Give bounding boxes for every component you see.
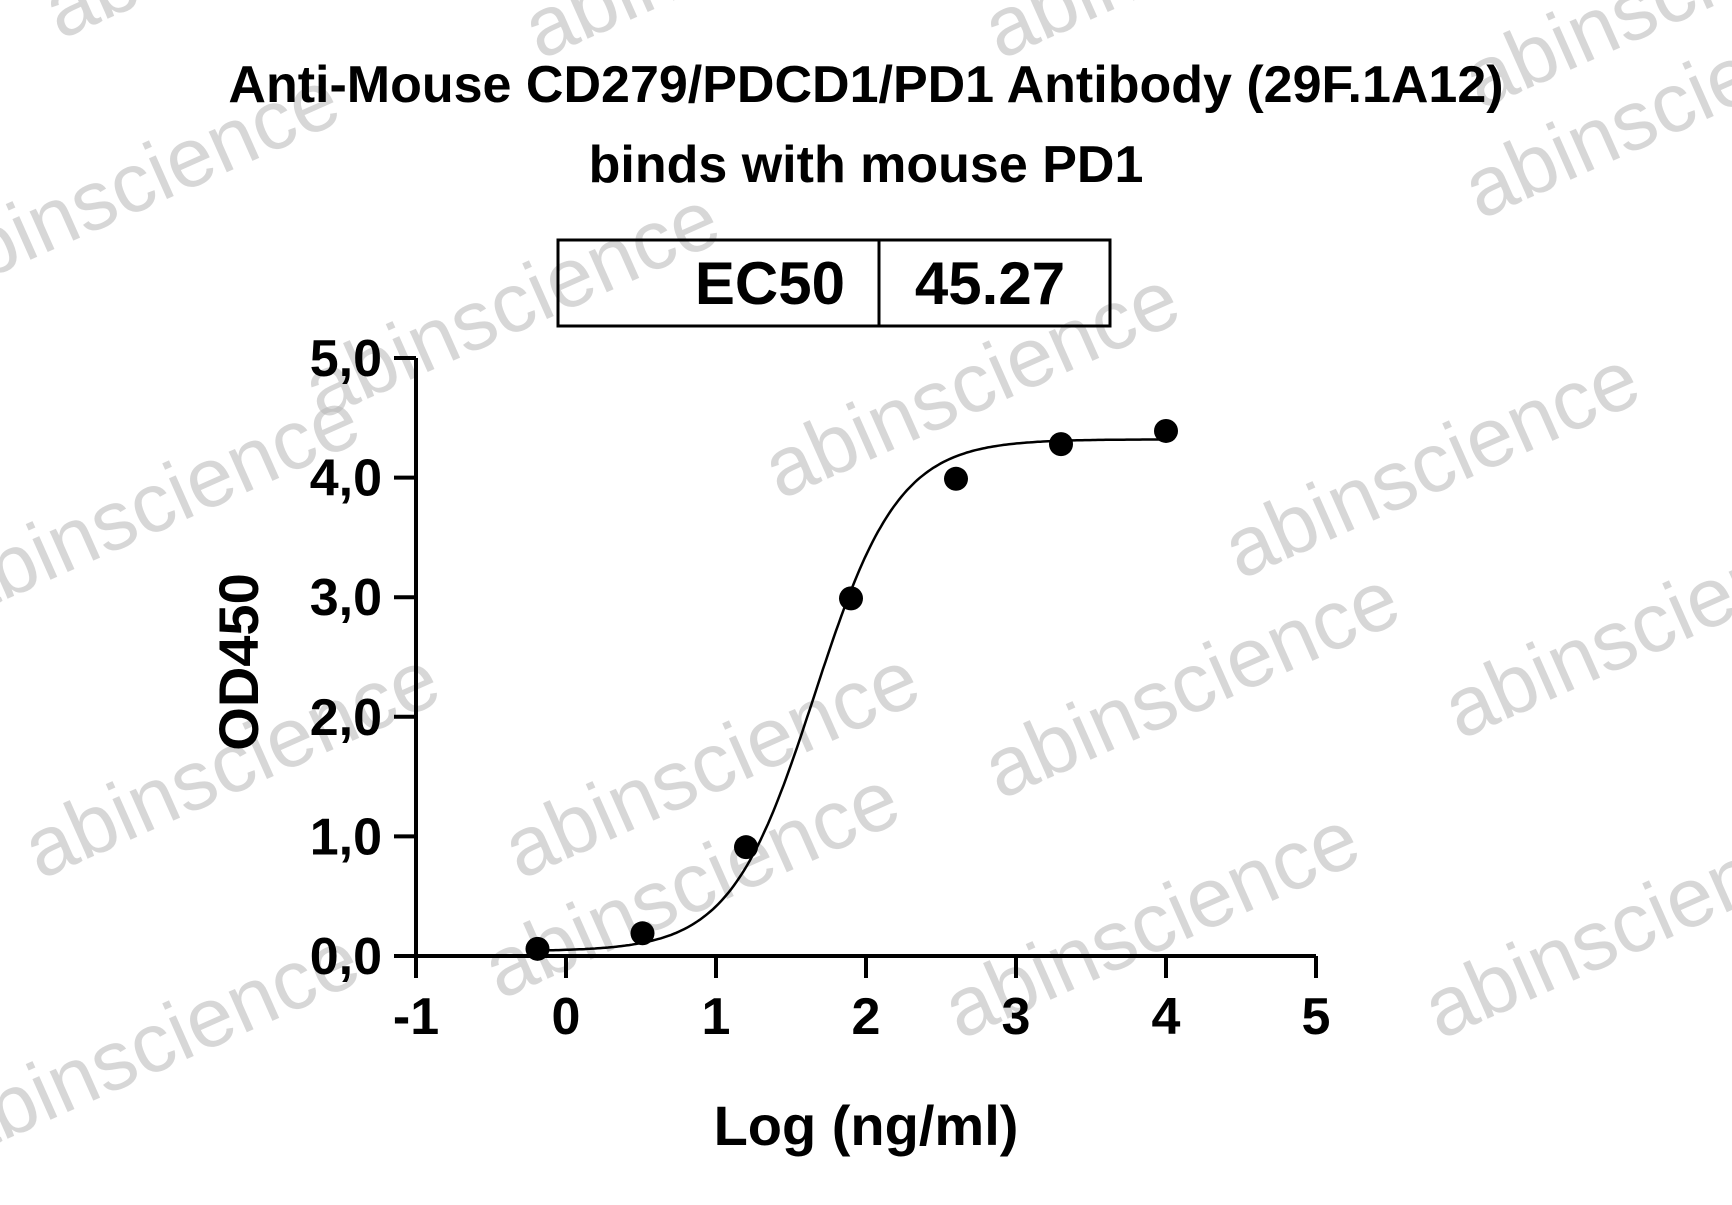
data-point: [839, 586, 863, 611]
y-tick-label: 3,0: [310, 569, 382, 627]
x-tick-label: 3: [1002, 988, 1031, 1046]
y-tick-label: 5,0: [310, 330, 382, 388]
chart-title: Anti-Mouse CD279/PDCD1/PD1 Antibody (29F…: [228, 56, 1503, 114]
data-point: [734, 835, 758, 860]
data-points: [525, 418, 1178, 961]
x-axis-title: Log (ng/ml): [714, 1094, 1019, 1157]
ec50-table: EC50 45.27: [556, 238, 1112, 328]
y-tick-label: 2,0: [310, 689, 382, 747]
watermark-text: abinscience: [969, 550, 1413, 816]
data-point: [525, 936, 550, 961]
ec50-box: [556, 238, 1112, 328]
data-point: [1154, 418, 1178, 443]
y-tick-label: 1,0: [310, 808, 382, 866]
y-tick-label: 0,0: [310, 928, 382, 986]
watermark-text: abinscience: [289, 170, 733, 436]
chart-subtitle: binds with mouse PD1: [589, 136, 1144, 194]
watermark-text: abinscience: [29, 0, 473, 56]
x-axis-ticks: -1 0 1 2 3 4 5: [393, 956, 1331, 1046]
x-tick-label: 1: [702, 988, 731, 1046]
data-point: [630, 921, 655, 946]
x-tick-label: 5: [1302, 988, 1331, 1046]
y-tick-label: 4,0: [310, 450, 382, 508]
ec50-label: EC50: [695, 250, 845, 317]
watermark-text: abinscience: [1209, 330, 1653, 596]
y-axis-ticks: 0,0 1,0 2,0 3,0 4,0 5,0: [310, 330, 416, 986]
watermark-text: abinscience: [1429, 490, 1732, 756]
x-tick-label: -1: [393, 988, 439, 1046]
x-tick-label: 4: [1152, 988, 1181, 1046]
watermark-text: abinscience: [1409, 790, 1732, 1056]
ec50-value: 45.27: [915, 250, 1065, 317]
x-tick-label: 0: [552, 988, 581, 1046]
x-tick-label: 2: [852, 988, 881, 1046]
data-point: [1049, 432, 1073, 457]
data-point: [944, 466, 968, 491]
y-axis-title: OD450: [207, 573, 270, 750]
